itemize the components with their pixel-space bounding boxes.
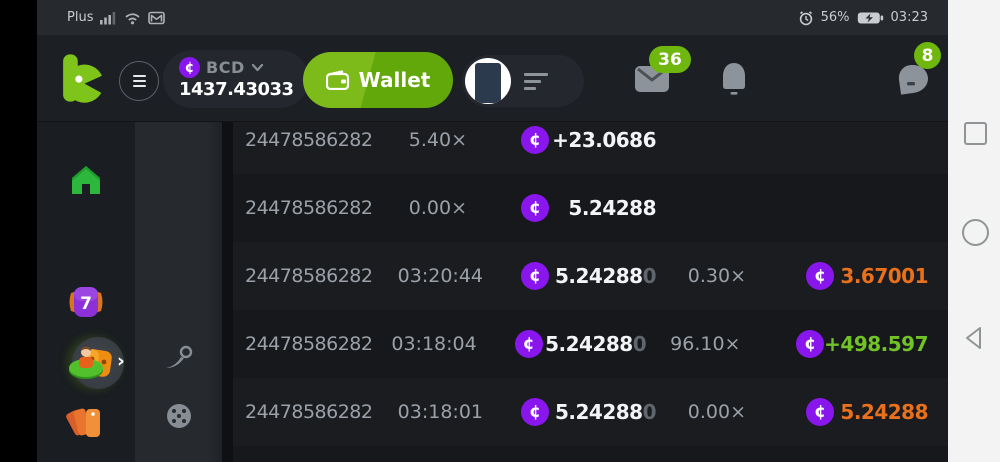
payout-value: +498.597 <box>824 332 928 356</box>
sidebar-main: › 7 <box>37 122 135 462</box>
back-triangle-icon[interactable] <box>962 324 986 352</box>
bet-amount: ¢ 5.242880 <box>514 330 647 358</box>
table-row[interactable]: 24478586282 03:18:01 ¢ 5.242880 0.00× ¢ … <box>233 378 948 446</box>
bet-multiplier: 0.30× <box>687 265 746 287</box>
android-nav-bar <box>948 0 1000 462</box>
bet-id: 24478586282 <box>245 265 373 287</box>
game-item-classic-dice[interactable] <box>135 402 222 430</box>
amount-value: 5.24288 <box>554 264 643 288</box>
bet-multiplier: 5.40× <box>408 129 467 151</box>
gmail-icon <box>148 11 166 24</box>
battery-percent: 56% <box>820 10 850 25</box>
mail-badge: 36 <box>649 46 691 73</box>
wallet-button[interactable]: Wallet <box>303 52 453 108</box>
currency-selector[interactable]: ¢ BCD 1437.43033 <box>163 50 309 108</box>
coin-icon: ¢ <box>806 262 834 290</box>
wallet-label: Wallet <box>358 68 431 92</box>
sidebar-games <box>135 122 222 462</box>
bell-icon[interactable] <box>718 60 750 98</box>
svg-text:7: 7 <box>80 294 92 314</box>
table-row[interactable]: 24478586282 0.00× ¢ 5.24288 <box>233 174 948 242</box>
slots-icon: 7 <box>69 287 103 317</box>
sidebar-item-home[interactable] <box>37 164 135 196</box>
bet-id: 24478586282 <box>245 333 373 355</box>
bet-amount: ¢ 5.242880 <box>521 398 657 426</box>
coin-icon: ¢ <box>521 398 549 426</box>
bet-payout: ¢ +498.597 <box>796 330 948 358</box>
table-row[interactable]: 24478586282 03:18:04 ¢ 5.242880 96.10× ¢… <box>233 310 948 378</box>
bet-payout: ¢ 5.24288 <box>521 194 657 222</box>
bet-list-icon[interactable] <box>524 72 548 90</box>
sidebar-item-slots[interactable]: 7 <box>37 285 135 319</box>
bet-multiplier: 0.00× <box>687 401 746 423</box>
hamburger-menu-button[interactable] <box>119 61 159 101</box>
table-games-icon <box>69 346 103 379</box>
status-bar: Plus 56% <box>37 0 948 35</box>
sidebar-item-lottery[interactable] <box>37 405 135 441</box>
bet-history-table: 24478586282 5.40× ¢ +23.0686 24478586282… <box>233 122 948 462</box>
status-clock: 03:23 <box>890 10 928 25</box>
profile-pill[interactable] <box>462 55 584 107</box>
payout-value: +23.0686 <box>552 128 656 152</box>
amount-trailing: 0 <box>642 400 657 424</box>
sidebar-item-table-games[interactable] <box>37 342 135 380</box>
table-row[interactable]: 24478586282 03:20:44 ¢ 5.242880 0.30× ¢ … <box>233 242 948 310</box>
lottery-icon <box>66 408 100 437</box>
bet-payout: ¢ 3.67001 <box>806 262 948 290</box>
home-circle-icon[interactable] <box>962 219 989 246</box>
carrier-label: Plus <box>67 10 94 25</box>
alarm-icon <box>799 10 812 25</box>
payout-value: 5.24288 <box>568 196 656 220</box>
bet-payout: ¢ +23.0686 <box>521 126 657 154</box>
logo[interactable] <box>53 51 107 105</box>
bet-id: 24478586282 <box>245 129 373 151</box>
crash-icon <box>165 345 192 368</box>
bet-id: 24478586282 <box>245 401 373 423</box>
coin-icon: ¢ <box>521 262 549 290</box>
home-icon <box>72 166 100 194</box>
amount-trailing: 0 <box>642 264 657 288</box>
bet-time: 03:18:04 <box>391 333 477 355</box>
payout-value: 3.67001 <box>840 264 928 288</box>
recents-square-icon[interactable] <box>964 122 987 145</box>
coin-icon: ¢ <box>179 57 200 78</box>
bet-multiplier: 96.10× <box>670 333 741 355</box>
app-header: ¢ BCD 1437.43033 Wallet 36 <box>37 35 948 122</box>
coin-icon: ¢ <box>806 398 834 426</box>
table-row[interactable]: 24478586282 5.40× ¢ +23.0686 <box>233 122 948 174</box>
bet-payout: ¢ 5.24288 <box>806 398 948 426</box>
wallet-balance: 1437.43033 <box>179 79 294 100</box>
chevron-down-icon <box>251 63 263 72</box>
coin-icon: ¢ <box>521 194 549 222</box>
avatar[interactable] <box>465 58 511 104</box>
wifi-icon <box>125 12 141 24</box>
amount-value: 5.24288 <box>554 400 643 424</box>
content-divider <box>222 122 233 462</box>
bet-id: 24478586282 <box>245 197 373 219</box>
currency-code: BCD <box>206 58 245 77</box>
bet-time: 03:18:01 <box>397 401 483 423</box>
sidebar-expand-chevron-icon[interactable]: › <box>117 350 125 372</box>
bet-amount: ¢ 5.242880 <box>521 262 657 290</box>
chat-icon[interactable] <box>893 63 931 99</box>
battery-charging-icon <box>857 12 883 23</box>
wallet-icon <box>325 70 349 90</box>
table-row-partial <box>233 446 948 462</box>
classic-dice-icon <box>166 404 191 428</box>
coin-icon: ¢ <box>521 126 549 154</box>
amount-trailing: 0 <box>632 332 647 356</box>
coin-icon: ¢ <box>514 330 543 358</box>
game-item-crash[interactable] <box>135 344 222 370</box>
bet-time: 03:20:44 <box>397 265 483 287</box>
signal-icon <box>100 11 116 24</box>
chat-badge: 8 <box>914 42 941 69</box>
payout-value: 5.24288 <box>840 400 928 424</box>
bet-multiplier: 0.00× <box>408 197 467 219</box>
amount-value: 5.24288 <box>545 332 633 356</box>
coin-icon: ¢ <box>796 330 825 358</box>
